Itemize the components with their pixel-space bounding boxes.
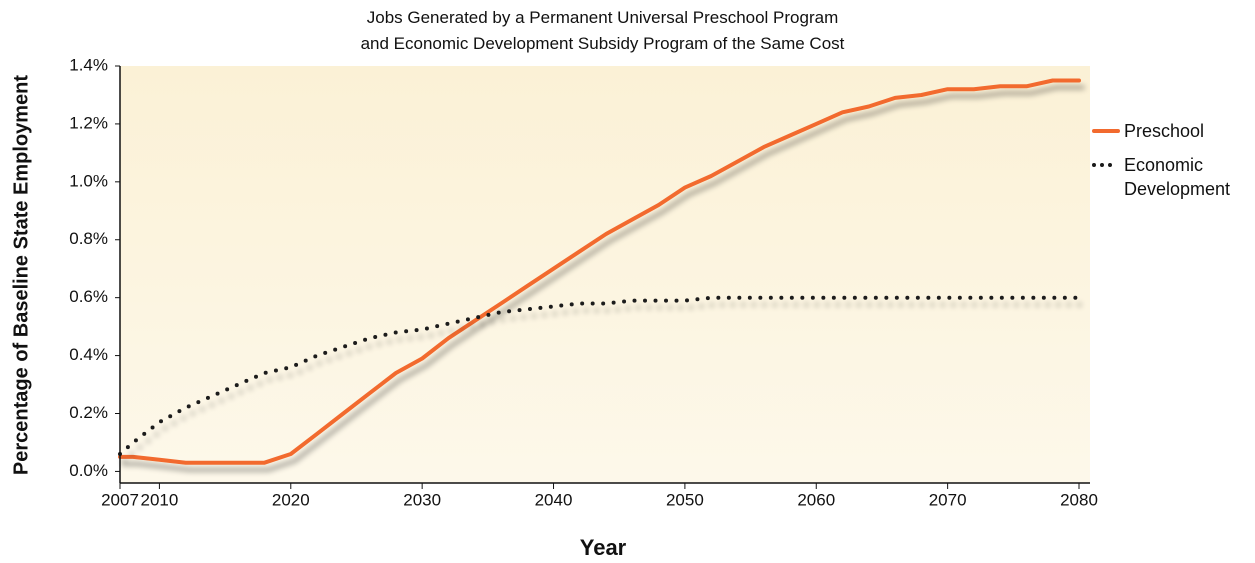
y-tick-label: 0.8%	[69, 229, 108, 248]
x-tick-label: 2070	[929, 490, 967, 509]
x-tick-label: 2010	[140, 490, 178, 509]
y-tick-label: 0.4%	[69, 345, 108, 364]
x-axis-label: Year	[580, 535, 627, 560]
y-tick-label: 0.6%	[69, 287, 108, 306]
y-tick-label: 1.4%	[69, 55, 108, 74]
x-tick-label: 2007	[101, 490, 139, 509]
chart-title: and Economic Development Subsidy Program…	[360, 34, 845, 53]
series-line	[118, 78, 1081, 465]
x-tick-label: 2050	[666, 490, 704, 509]
legend-label: Economic Development	[1124, 155, 1231, 199]
x-tick-label: 2030	[403, 490, 441, 509]
y-axis-label: Percentage of Baseline State Employment	[10, 75, 32, 475]
legend-label: Preschool	[1124, 121, 1205, 141]
y-tick-label: 0.0%	[69, 461, 108, 480]
x-tick-label: 2040	[535, 490, 573, 509]
chart-title: Jobs Generated by a Permanent Universal …	[366, 8, 839, 27]
x-tick-label: 2080	[1060, 490, 1098, 509]
y-tick-label: 0.2%	[69, 403, 108, 422]
series-line	[118, 295, 1081, 456]
y-tick-label: 1.0%	[69, 171, 108, 190]
x-tick-label: 2020	[272, 490, 310, 509]
y-tick-label: 1.2%	[69, 113, 108, 132]
plot-area	[118, 66, 1090, 483]
plot-background	[120, 66, 1090, 483]
x-tick-label: 2060	[797, 490, 835, 509]
